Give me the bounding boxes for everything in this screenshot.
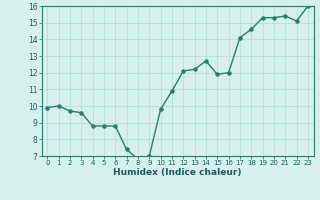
X-axis label: Humidex (Indice chaleur): Humidex (Indice chaleur) xyxy=(113,168,242,177)
